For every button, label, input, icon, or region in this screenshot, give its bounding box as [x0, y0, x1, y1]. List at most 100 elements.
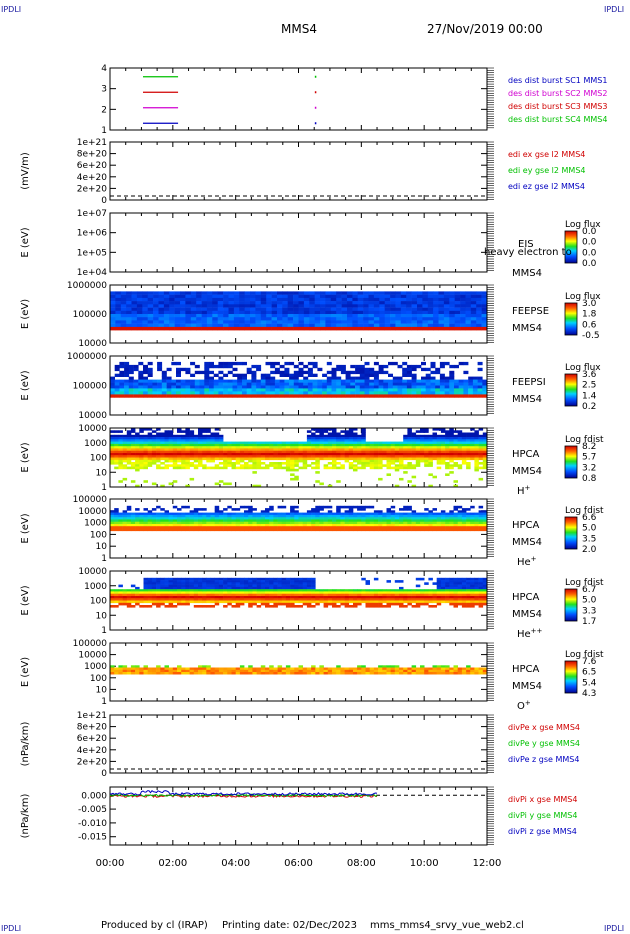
spectrogram-cell [327, 441, 333, 445]
spectrogram-cell [168, 432, 174, 436]
spectrogram-cell [176, 394, 181, 398]
spectrogram-cell [209, 361, 214, 366]
spectrogram-cell [151, 598, 157, 601]
spectrogram-cell [290, 464, 295, 467]
spectrogram-cell [126, 326, 132, 331]
spectrogram-cell [361, 455, 366, 458]
spectrogram-cell [416, 382, 422, 386]
spectrogram-cell [336, 462, 341, 465]
spectrogram-cell [474, 468, 479, 472]
spectrogram-cell [352, 310, 359, 315]
spectrogram-cell [198, 455, 203, 458]
spectrogram-cell [311, 439, 316, 442]
spectrogram-cell [180, 297, 186, 302]
spectrogram-cell [189, 514, 195, 518]
spectrogram-cell [463, 391, 469, 395]
spectrogram-cell [214, 508, 220, 511]
spectrogram-cell [248, 593, 253, 597]
spectrogram-cell [135, 453, 140, 456]
spectrogram-cell [309, 326, 315, 331]
spectrogram-cell [285, 526, 291, 529]
spectrogram-cell [201, 326, 208, 331]
spectrogram-cell [298, 524, 303, 527]
spectrogram-cell [290, 453, 295, 456]
spectrogram-cell [403, 508, 408, 511]
spectrogram-cell [287, 297, 294, 302]
spectrogram-cell [482, 519, 488, 522]
spectrogram-cell [128, 394, 134, 398]
spectrogram-cell [277, 453, 283, 456]
spectrogram-cell [160, 600, 165, 604]
spectrogram-cell [156, 441, 161, 445]
spectrogram-cell [242, 388, 247, 392]
spectrogram-cell [440, 441, 446, 445]
spectrogram-cell [118, 589, 123, 592]
spectrogram-cell [223, 446, 228, 449]
spectrogram-cell [454, 291, 461, 295]
spectrogram-cell [163, 304, 170, 308]
spectrogram-cell [390, 519, 396, 522]
spectrogram-cell [411, 484, 417, 488]
spectrogram-cell [189, 437, 195, 440]
spectrogram-cell [114, 521, 119, 525]
spectrogram-cell [353, 521, 358, 525]
spectrogram-cell [214, 448, 220, 451]
spectrogram-cell [298, 379, 304, 383]
spectrogram-cell [228, 297, 235, 302]
spectrogram-cell [114, 382, 120, 386]
spectrogram-cell [378, 477, 383, 481]
spectrogram-cell [256, 514, 262, 518]
spectrogram-cell [482, 517, 488, 520]
spectrogram-cell [177, 512, 182, 516]
spectrogram-cell [353, 514, 358, 518]
spectrogram-cell [270, 382, 276, 386]
spectrogram-cell [126, 528, 132, 532]
spectrogram-cell [185, 505, 190, 509]
spectrogram-cell [151, 457, 157, 461]
spectrogram-cell [239, 600, 245, 604]
spectrogram-cell [407, 464, 412, 467]
spectrogram-cell [373, 379, 379, 383]
spectrogram-cell [397, 364, 403, 369]
spectrogram-cell [250, 320, 256, 324]
spectrogram-cell [336, 526, 341, 529]
spectrogram-cell [260, 593, 266, 597]
spectrogram-cell [126, 459, 132, 463]
spectrogram-cell [252, 471, 257, 474]
spectrogram-cell [336, 294, 342, 299]
spectrogram-cell [114, 514, 119, 518]
spectrogram-cell [177, 517, 182, 520]
spectrogram-cell [161, 370, 167, 375]
spectrogram-cell [269, 508, 274, 511]
spectrogram-cell [293, 294, 299, 299]
spectrogram-cell [399, 446, 404, 449]
spectrogram-cell [407, 517, 412, 520]
spectrogram-cell [344, 450, 350, 454]
spectrogram-cell [139, 455, 144, 458]
spectrogram-cell [122, 457, 128, 461]
spectrogram-cell [415, 450, 421, 454]
spectrogram-cell [209, 385, 214, 389]
spectrogram-cell [244, 301, 251, 305]
spectrogram-cell [193, 593, 199, 597]
spectrogram-cell [482, 466, 488, 470]
spectrogram-cell [252, 455, 257, 458]
spectrogram-cell [232, 379, 238, 383]
spectrogram-cell [271, 307, 278, 312]
spectrogram-cell [177, 514, 182, 518]
spectrogram-cell [373, 441, 379, 445]
spectrogram-cell [420, 434, 425, 438]
spectrogram-cell [227, 446, 232, 449]
spectrogram-cell [110, 524, 115, 527]
spectrogram-cell [260, 446, 266, 449]
spectrogram-cell [143, 370, 148, 375]
spectrogram-cell [273, 455, 278, 458]
spectrogram-cell [218, 514, 224, 518]
spectrogram-cell [314, 310, 321, 315]
spectrogram-cell [213, 385, 219, 389]
spectrogram-cell [422, 310, 429, 315]
spectrogram-cell [217, 326, 224, 331]
spectrogram-cell [244, 505, 249, 509]
spectrogram-cell [411, 441, 417, 445]
spectrogram-cell [172, 589, 178, 592]
